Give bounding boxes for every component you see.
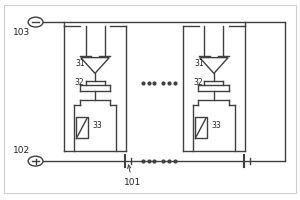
Text: 32: 32: [75, 78, 84, 87]
FancyBboxPatch shape: [4, 5, 296, 193]
Text: 33: 33: [211, 121, 221, 130]
Text: 102: 102: [13, 146, 30, 155]
Text: 32: 32: [194, 78, 203, 87]
Text: 31: 31: [76, 59, 85, 68]
Text: 31: 31: [195, 59, 204, 68]
Text: 103: 103: [13, 28, 31, 37]
Text: 101: 101: [124, 178, 141, 187]
Text: 33: 33: [92, 121, 102, 130]
